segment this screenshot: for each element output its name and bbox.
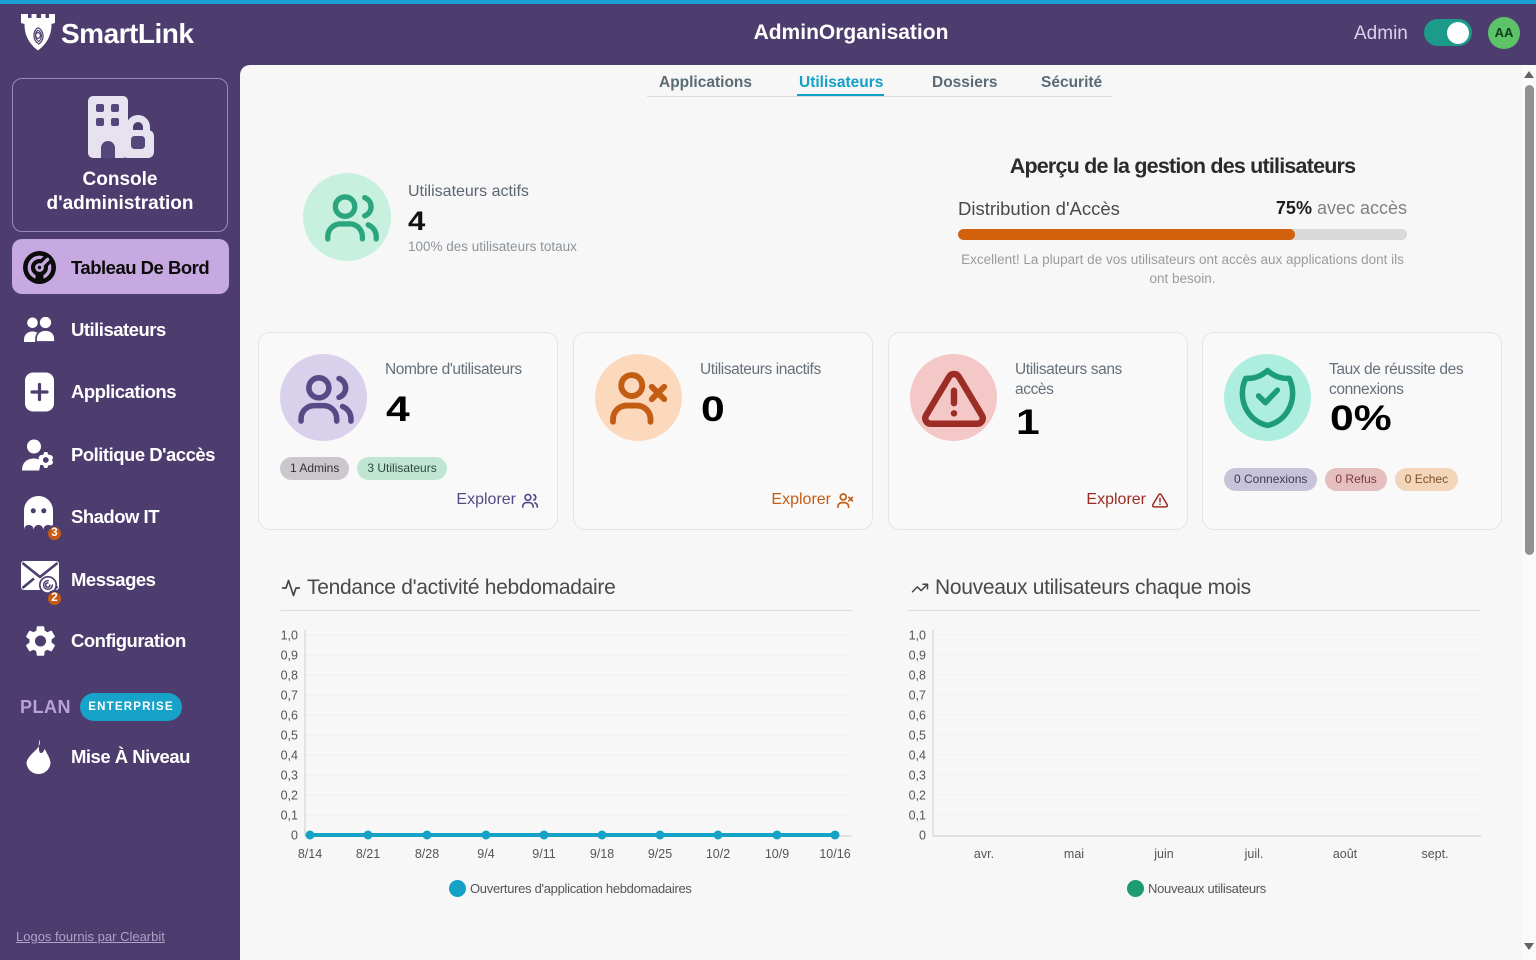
svg-text:0,4: 0,4 — [909, 749, 926, 763]
svg-text:août: août — [1333, 847, 1358, 861]
svg-text:0,5: 0,5 — [909, 729, 926, 743]
svg-text:mai: mai — [1064, 847, 1084, 861]
svg-text:0,6: 0,6 — [281, 709, 298, 723]
svg-text:1,0: 1,0 — [281, 629, 298, 643]
svg-text:juin: juin — [1153, 847, 1174, 861]
svg-text:9/18: 9/18 — [590, 847, 614, 861]
svg-text:0,9: 0,9 — [909, 649, 926, 663]
svg-text:0,1: 0,1 — [281, 809, 298, 823]
svg-text:9/11: 9/11 — [532, 847, 555, 861]
svg-text:9/4: 9/4 — [477, 847, 494, 861]
svg-text:0,3: 0,3 — [909, 769, 926, 783]
svg-text:0,1: 0,1 — [909, 809, 926, 823]
svg-text:0,7: 0,7 — [281, 689, 298, 703]
svg-text:0,4: 0,4 — [281, 749, 298, 763]
svg-text:10/2: 10/2 — [706, 847, 730, 861]
svg-text:juil.: juil. — [1244, 847, 1264, 861]
svg-text:0,6: 0,6 — [909, 709, 926, 723]
svg-text:sept.: sept. — [1421, 847, 1448, 861]
svg-text:0,8: 0,8 — [281, 669, 298, 683]
svg-text:0,3: 0,3 — [281, 769, 298, 783]
svg-text:0,8: 0,8 — [909, 669, 926, 683]
svg-text:9/25: 9/25 — [648, 847, 672, 861]
svg-text:0,9: 0,9 — [281, 649, 298, 663]
svg-text:0,2: 0,2 — [281, 789, 298, 803]
svg-text:10/9: 10/9 — [765, 847, 789, 861]
svg-text:8/21: 8/21 — [356, 847, 380, 861]
svg-text:10/16: 10/16 — [819, 847, 850, 861]
svg-text:8/28: 8/28 — [415, 847, 439, 861]
svg-text:0,2: 0,2 — [909, 789, 926, 803]
svg-text:1,0: 1,0 — [909, 629, 926, 643]
svg-text:avr.: avr. — [974, 847, 994, 861]
svg-text:0,5: 0,5 — [281, 729, 298, 743]
svg-text:0: 0 — [919, 829, 926, 843]
svg-text:0: 0 — [291, 829, 298, 843]
svg-text:0,7: 0,7 — [909, 689, 926, 703]
svg-text:8/14: 8/14 — [298, 847, 322, 861]
